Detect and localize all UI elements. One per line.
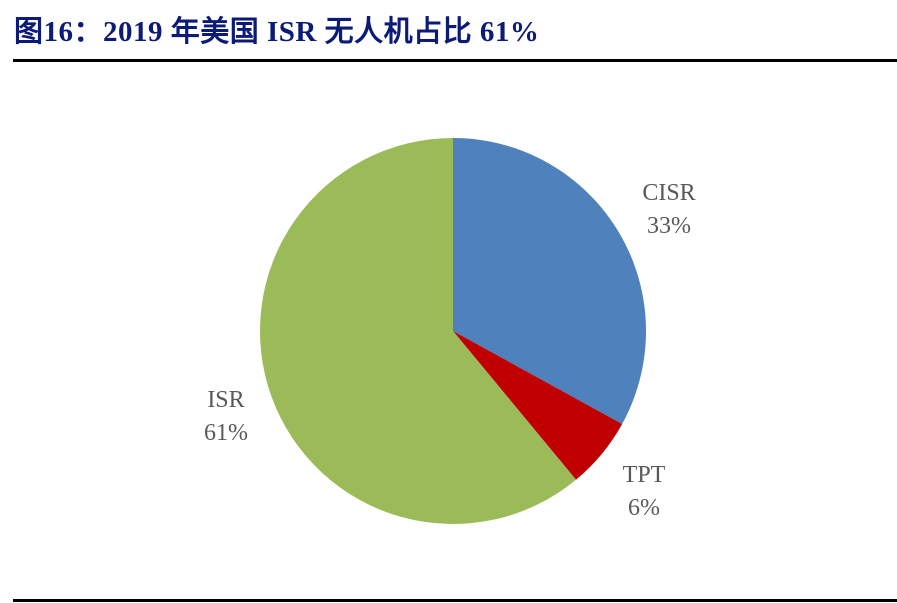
bottom-divider [13,599,897,602]
label-isr-name: ISR [207,387,244,413]
label-tpt-pct: 6% [628,495,660,521]
pie-slice-tpt [453,331,623,480]
top-divider [13,59,897,62]
label-cisr-name: CISR [642,180,695,206]
label-cisr-pct: 33% [647,213,691,239]
pie-slices [259,138,647,524]
pie-slice-cisr [453,138,647,424]
pie-slice-isr [259,138,577,524]
figure-title: 图16：2019 年美国 ISR 无人机占比 61% [14,16,540,48]
label-isr-pct: 61% [204,420,248,446]
label-tpt-name: TPT [623,462,666,488]
